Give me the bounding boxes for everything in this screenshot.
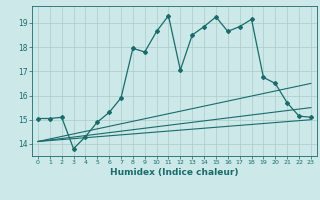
X-axis label: Humidex (Indice chaleur): Humidex (Indice chaleur) xyxy=(110,168,239,177)
